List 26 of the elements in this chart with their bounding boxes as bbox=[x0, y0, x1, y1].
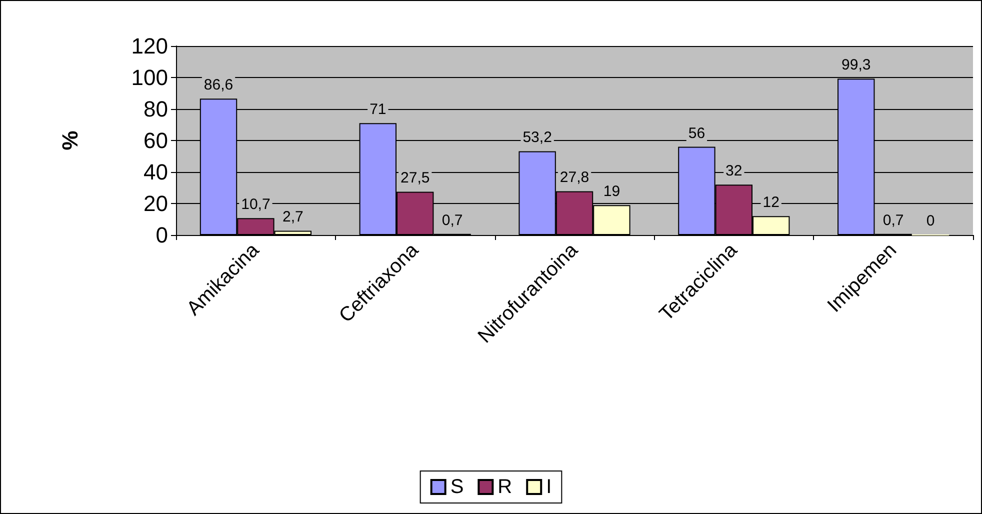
y-tick-label: 80 bbox=[144, 96, 168, 122]
data-label: 53,2 bbox=[522, 129, 552, 146]
data-label: 12 bbox=[762, 194, 780, 212]
data-label: 71 bbox=[370, 101, 386, 118]
data-label: 10,7 bbox=[241, 196, 270, 214]
data-label: 0,7 bbox=[882, 212, 904, 229]
data-label: 99,3 bbox=[842, 56, 871, 74]
y-tick-label: 0 bbox=[156, 222, 168, 248]
data-label: 32 bbox=[726, 162, 742, 180]
y-tick-label: 100 bbox=[131, 65, 168, 90]
data-label: 86,6 bbox=[204, 76, 234, 94]
y-axis-title: % bbox=[58, 130, 82, 150]
data-label: 0,7 bbox=[442, 212, 463, 229]
data-label: 19 bbox=[603, 183, 620, 200]
y-tick-label: 60 bbox=[144, 128, 168, 153]
data-label: 2,7 bbox=[282, 208, 304, 226]
legend-label: S bbox=[450, 476, 464, 498]
legend-label: R bbox=[498, 476, 512, 498]
data-label: 27,5 bbox=[400, 170, 430, 187]
data-label: 0 bbox=[926, 212, 935, 230]
data-label: 27,8 bbox=[560, 169, 590, 186]
y-tick-label: 120 bbox=[131, 34, 168, 58]
y-tick-label: 20 bbox=[144, 191, 168, 216]
data-label: 56 bbox=[688, 124, 706, 142]
y-tick-label: 40 bbox=[144, 160, 168, 184]
legend-label: I bbox=[546, 476, 552, 498]
